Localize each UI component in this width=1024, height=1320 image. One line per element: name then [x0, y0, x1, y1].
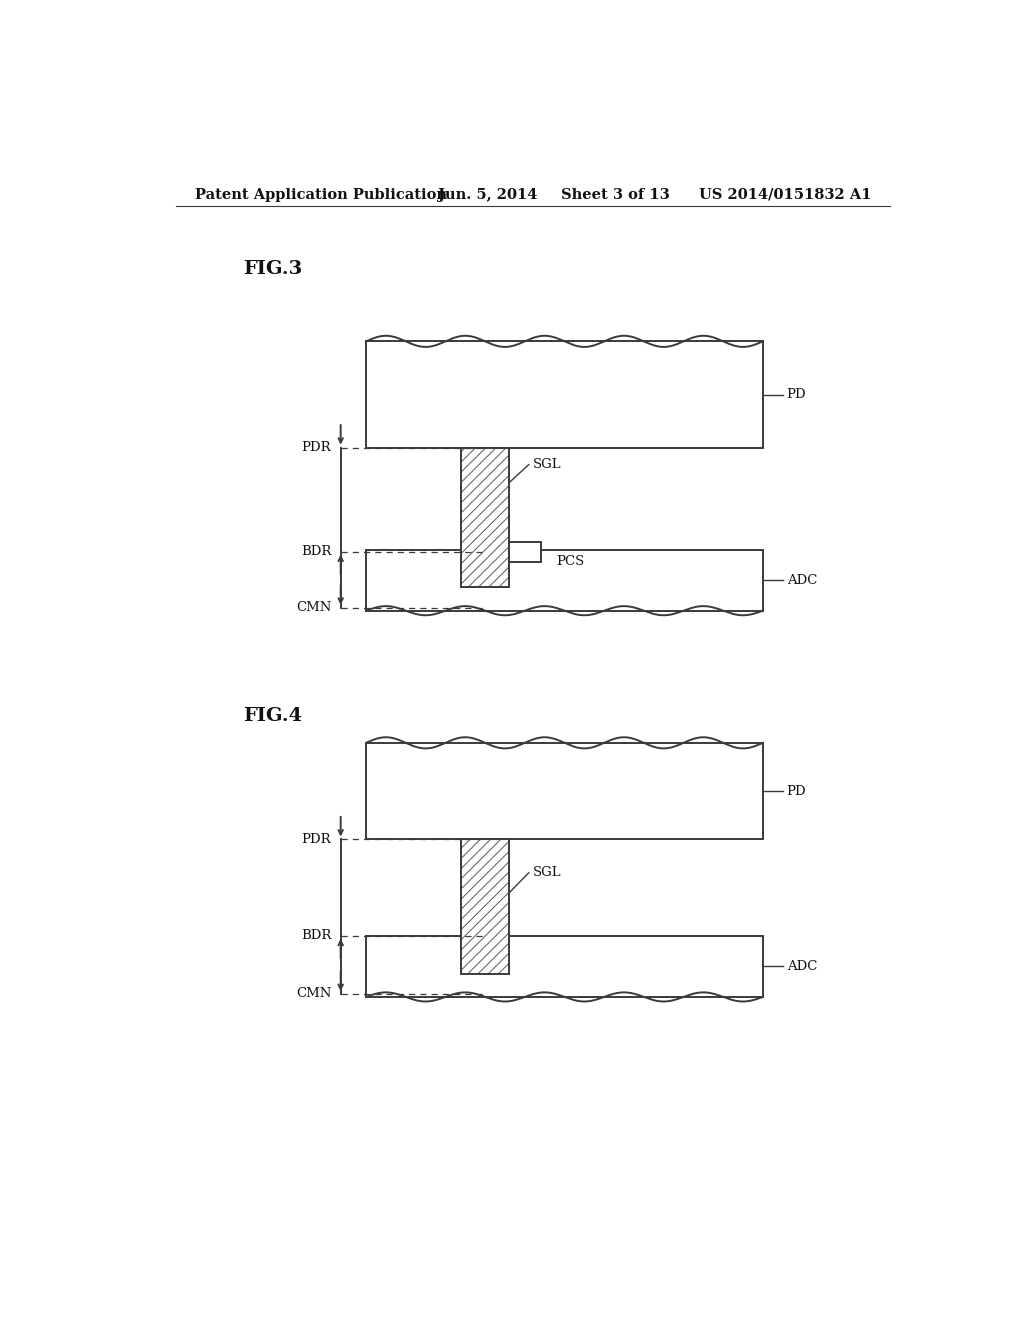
- Text: CMN: CMN: [296, 601, 331, 614]
- Bar: [461, 840, 509, 974]
- Text: Sheet 3 of 13: Sheet 3 of 13: [560, 187, 670, 202]
- Text: PCS: PCS: [557, 556, 585, 569]
- Text: ADC: ADC: [786, 960, 817, 973]
- Text: ADC: ADC: [786, 574, 817, 586]
- Text: BDR: BDR: [301, 929, 331, 942]
- Text: SGL: SGL: [532, 458, 561, 471]
- Text: FIG.3: FIG.3: [243, 260, 302, 279]
- Bar: [367, 342, 763, 447]
- Text: PD: PD: [786, 784, 806, 797]
- Bar: [461, 447, 509, 587]
- Bar: [509, 541, 541, 562]
- Text: PDR: PDR: [301, 833, 331, 846]
- Text: Patent Application Publication: Patent Application Publication: [196, 187, 447, 202]
- Text: CMN: CMN: [296, 987, 331, 1001]
- Bar: [461, 840, 509, 974]
- Text: PD: PD: [786, 388, 806, 401]
- Text: BDR: BDR: [301, 545, 331, 558]
- Bar: [367, 743, 763, 840]
- Text: SGL: SGL: [532, 866, 561, 879]
- Text: PDR: PDR: [301, 441, 331, 454]
- Text: FIG.4: FIG.4: [243, 708, 302, 725]
- Text: Jun. 5, 2014: Jun. 5, 2014: [437, 187, 537, 202]
- Bar: [367, 549, 763, 611]
- Bar: [461, 447, 509, 587]
- Bar: [367, 936, 763, 997]
- Text: US 2014/0151832 A1: US 2014/0151832 A1: [699, 187, 871, 202]
